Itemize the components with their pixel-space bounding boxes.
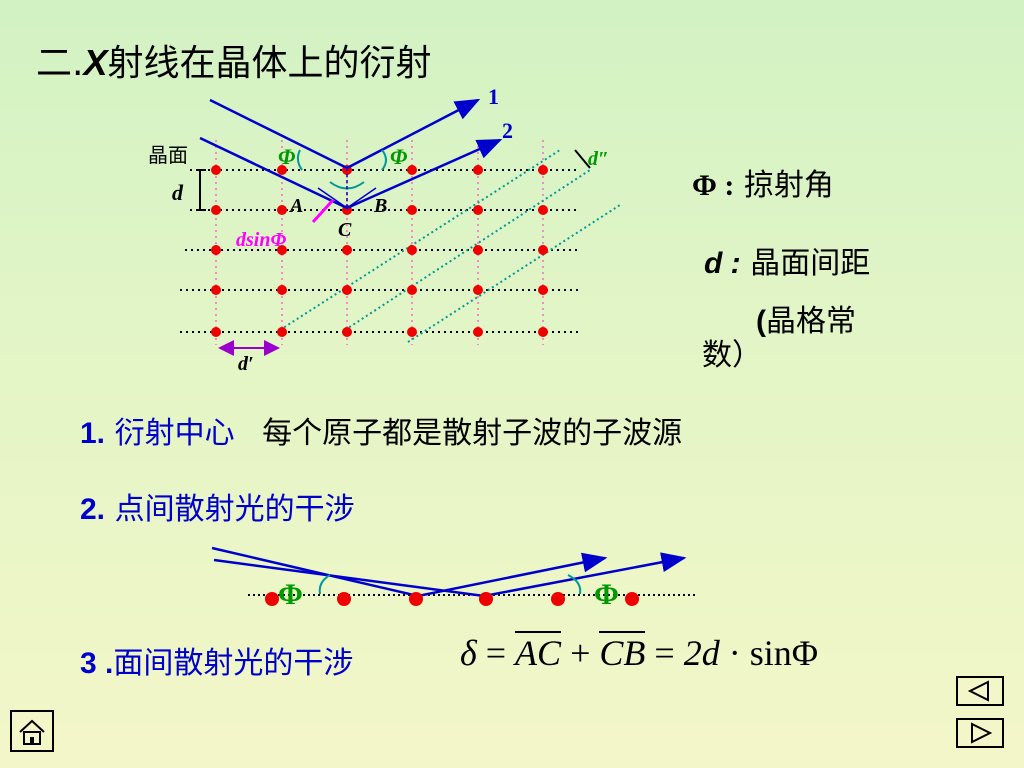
angle-arc	[381, 149, 387, 171]
atom	[407, 327, 417, 337]
atom	[407, 205, 417, 215]
d-prime-label: d′	[238, 353, 254, 375]
atom	[277, 285, 287, 295]
item-3: 3 .面间散射光的干涉	[80, 646, 354, 681]
atom	[342, 285, 352, 295]
lattice-planes	[180, 169, 580, 333]
crystal-plane-label: 晶面	[148, 143, 188, 167]
atom	[211, 165, 221, 175]
diagonal-line	[279, 149, 561, 331]
diagonal-planes	[279, 149, 621, 343]
angle-arc	[296, 149, 303, 171]
angle-arc	[567, 574, 582, 595]
atom	[538, 205, 548, 215]
home-icon	[19, 719, 45, 745]
page-title: 二.X射线在晶体上的衍射	[36, 42, 432, 84]
atom	[538, 327, 548, 337]
atom	[538, 245, 548, 255]
perp-a	[317, 187, 348, 209]
angle-arc	[318, 574, 331, 595]
legend-lattice-cont: 数）	[702, 338, 762, 373]
ray-2-label: 2	[502, 118, 513, 143]
legend-d: d : 晶面间距	[704, 246, 871, 281]
prev-triangle-icon	[967, 680, 989, 702]
atom	[337, 592, 351, 606]
atom	[342, 327, 352, 337]
atom	[473, 165, 483, 175]
d-label: d	[172, 180, 184, 205]
legend-lattice: (晶格常	[756, 304, 856, 339]
path-difference-formula: δ = AC + CB = 2d · sinΦ	[460, 631, 819, 673]
atom	[407, 165, 417, 175]
next-triangle-icon	[971, 722, 993, 744]
d-bracket	[196, 169, 206, 211]
x-ray-beams	[199, 98, 503, 210]
ray-1-label: 1	[488, 84, 499, 109]
atom	[479, 592, 493, 606]
atom	[538, 285, 548, 295]
phi-left-label: Φ	[278, 144, 295, 169]
atom	[538, 165, 548, 175]
atom	[277, 165, 287, 175]
atom	[551, 592, 565, 606]
next-button[interactable]	[956, 718, 1004, 748]
point-a-label: A	[288, 195, 303, 217]
point-c-label: C	[338, 219, 352, 241]
item-2: 2. 点间散射光的干涉	[80, 492, 355, 527]
home-button[interactable]	[10, 710, 54, 752]
diagonal-line	[407, 204, 621, 343]
item-1: 1. 衍射中心 每个原子都是散射子波的子波源	[80, 416, 683, 451]
previous-button[interactable]	[956, 676, 1004, 706]
atom	[277, 327, 287, 337]
point-scattering-diagram: Φ Φ	[211, 546, 698, 611]
atom	[342, 245, 352, 255]
atom	[211, 205, 221, 215]
dsin-label: dsinΦ	[236, 229, 286, 251]
d-double-prime-label: d″	[588, 148, 609, 170]
atom	[473, 285, 483, 295]
atom	[211, 245, 221, 255]
phi-right-label: Φ	[390, 144, 407, 169]
crystal-diffraction-diagram: 1 2 晶面 d Φ Φ A B C dsinΦ d″ d′	[148, 84, 621, 375]
atom	[473, 245, 483, 255]
atom	[277, 245, 287, 255]
perp-b	[346, 187, 377, 209]
atom	[407, 285, 417, 295]
diagonal-line	[344, 169, 591, 331]
atom	[625, 592, 639, 606]
phi-right-label: Φ	[594, 578, 619, 611]
lattice-columns	[215, 140, 544, 345]
atom	[407, 245, 417, 255]
atom	[211, 285, 221, 295]
dsin-pointer	[311, 198, 335, 224]
atom	[473, 205, 483, 215]
atom	[409, 592, 423, 606]
atom	[211, 327, 221, 337]
d-double-prime-tick	[574, 149, 591, 169]
atom	[265, 592, 279, 606]
scatter-ray-1	[211, 546, 608, 598]
phi-left-label: Φ	[278, 578, 303, 611]
atom	[277, 205, 287, 215]
legend-phi: Φ : 掠射角	[692, 168, 834, 203]
atom-grid	[211, 165, 548, 337]
atom	[473, 327, 483, 337]
ray-1	[209, 98, 481, 170]
point-b-label: B	[373, 195, 387, 217]
